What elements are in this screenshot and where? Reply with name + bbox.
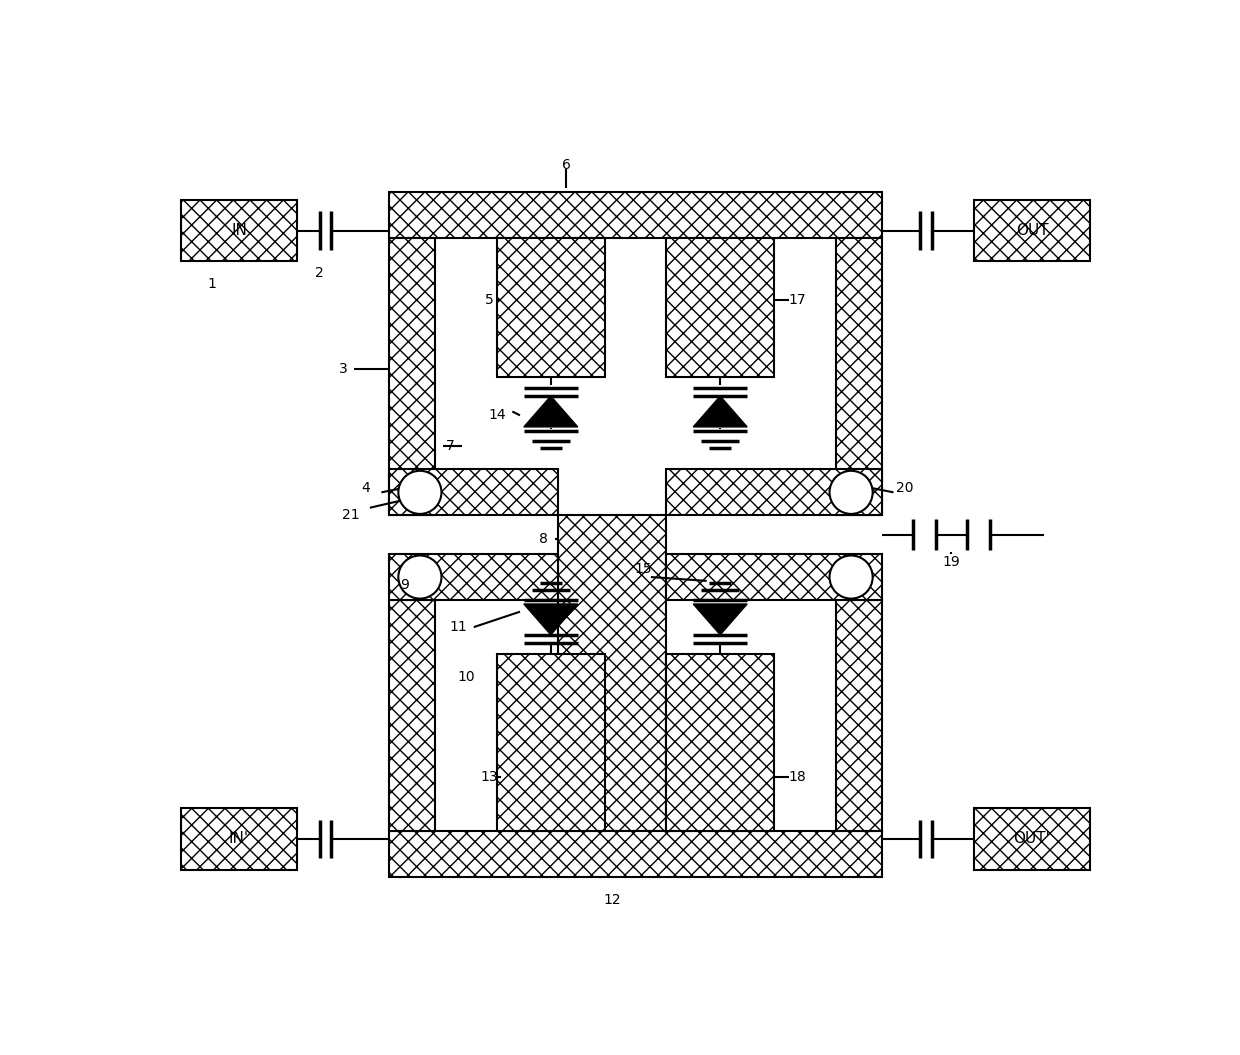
Text: 3: 3 <box>339 362 347 377</box>
Bar <box>836 238 882 516</box>
Text: OUT: OUT <box>1016 223 1048 238</box>
Text: OUT': OUT' <box>1013 831 1050 846</box>
Text: 19: 19 <box>942 555 960 569</box>
Bar <box>975 199 1090 262</box>
Text: IN: IN <box>231 223 247 238</box>
Text: 12: 12 <box>604 894 621 907</box>
Bar <box>389 469 558 516</box>
Circle shape <box>830 556 873 598</box>
Bar <box>666 238 774 377</box>
Text: 15: 15 <box>635 562 652 576</box>
Text: 4: 4 <box>362 481 371 496</box>
Bar <box>389 554 558 600</box>
Circle shape <box>830 471 873 514</box>
Text: 10: 10 <box>458 670 475 684</box>
Text: 2: 2 <box>315 266 324 280</box>
Bar <box>389 831 882 878</box>
Bar <box>497 238 605 377</box>
Text: 9: 9 <box>401 578 409 592</box>
Text: 11: 11 <box>450 620 467 634</box>
Polygon shape <box>523 605 578 635</box>
Bar <box>558 516 666 831</box>
Bar <box>181 808 296 869</box>
Text: IN': IN' <box>229 831 249 846</box>
Bar <box>666 554 882 600</box>
Text: 21: 21 <box>342 509 360 522</box>
Bar <box>836 600 882 831</box>
Text: 5: 5 <box>485 293 494 307</box>
Bar <box>435 238 836 469</box>
Polygon shape <box>693 396 748 427</box>
Bar <box>389 192 882 238</box>
Text: 8: 8 <box>538 532 548 545</box>
Bar <box>389 238 435 516</box>
Text: 14: 14 <box>489 408 506 422</box>
Bar <box>666 469 882 516</box>
Bar <box>497 654 605 831</box>
Polygon shape <box>523 396 578 427</box>
Polygon shape <box>693 605 748 635</box>
Text: 20: 20 <box>897 481 914 496</box>
Text: 18: 18 <box>789 770 806 784</box>
Bar <box>389 600 435 831</box>
Bar <box>181 199 296 262</box>
Text: 6: 6 <box>562 158 570 172</box>
Bar <box>435 600 836 831</box>
Text: 17: 17 <box>789 293 806 307</box>
Circle shape <box>398 556 441 598</box>
Text: 1: 1 <box>207 277 217 291</box>
Bar <box>666 654 774 831</box>
Bar <box>975 808 1090 869</box>
Text: 13: 13 <box>480 770 498 784</box>
Text: 7: 7 <box>446 439 455 454</box>
Circle shape <box>398 471 441 514</box>
